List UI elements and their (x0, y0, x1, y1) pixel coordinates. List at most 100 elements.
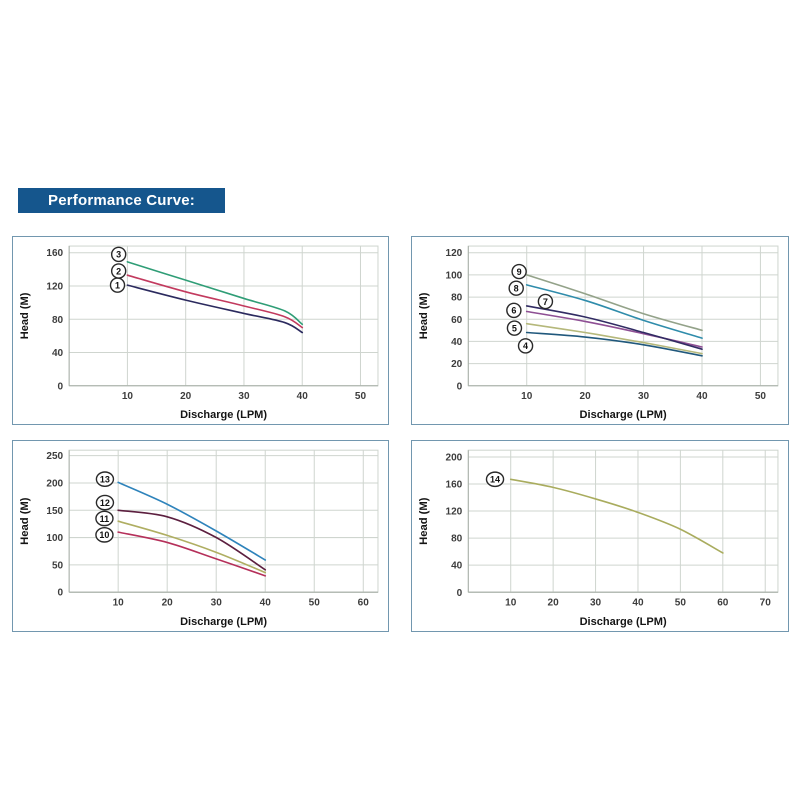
performance-chart-3: 10 20 30 40 50 60 0 50 100 150 200 250 Discharge (LP… (19, 449, 379, 628)
curve-label-number-5: 5 (512, 323, 517, 333)
curve-label-11: 11 (95, 510, 114, 527)
y-tick-label: 120 (46, 281, 63, 292)
x-tick-label: 30 (211, 597, 223, 608)
curve-2 (126, 274, 304, 329)
x-tick-label: 70 (760, 597, 772, 608)
x-tick-label: 10 (113, 597, 125, 608)
curve-9 (525, 274, 703, 332)
curve-label-number-13: 13 (100, 474, 110, 484)
y-tick-label: 100 (446, 270, 463, 281)
curve-label-circle-5 (506, 320, 523, 336)
x-tick-label: 40 (297, 391, 309, 402)
y-tick-label: 80 (52, 315, 64, 326)
curve-7 (525, 305, 703, 351)
curve-5 (525, 322, 703, 355)
x-tick-label: 20 (180, 391, 192, 402)
y-tick-label: 250 (46, 451, 63, 462)
page-title: Performance Curve: (18, 188, 225, 213)
y-tick-label: 0 (457, 588, 463, 599)
curve-11 (117, 520, 267, 574)
y-tick-label: 200 (46, 478, 63, 489)
curve-13 (117, 481, 267, 561)
x-tick-label: 50 (675, 597, 687, 608)
y-tick-label: 20 (451, 359, 463, 370)
plot-frame (68, 449, 379, 593)
curve-label-number-9: 9 (517, 267, 522, 277)
y-tick-label: 200 (445, 452, 462, 463)
curve-label-circle-11 (95, 510, 114, 527)
y-tick-label: 160 (46, 248, 63, 259)
curve-label-4: 4 (517, 338, 534, 354)
curve-label-number-10: 10 (99, 530, 109, 540)
x-axis-title: Discharge (LPM) (580, 616, 667, 628)
curve-14 (509, 478, 724, 554)
y-axis-title: Head (M) (418, 292, 430, 339)
chart-box-3: 10 20 30 40 50 60 0 50 100 150 200 250 Discharge (LP… (12, 440, 389, 632)
curve-8 (525, 284, 703, 339)
y-tick-label: 0 (58, 588, 64, 599)
x-tick-label: 20 (548, 597, 560, 608)
x-tick-label: 60 (358, 597, 370, 608)
y-axis-title: Head (M) (418, 497, 430, 545)
y-tick-label: 120 (446, 248, 463, 259)
plot-frame (467, 449, 779, 593)
y-tick-label: 0 (58, 381, 64, 392)
curve-label-number-6: 6 (511, 306, 516, 316)
curve-label-10: 10 (95, 526, 114, 543)
curve-label-circle-10 (95, 526, 114, 543)
curve-label-14: 14 (485, 471, 505, 488)
curve-label-circle-14 (485, 471, 505, 488)
y-tick-label: 100 (46, 533, 63, 544)
y-tick-label: 150 (46, 506, 63, 517)
curve-label-3: 3 (110, 246, 127, 263)
chart-box-1: 10 20 30 40 50 0 40 80 120 160 Discharge (LPM) Head… (12, 236, 389, 425)
curve-label-1: 1 (109, 277, 126, 293)
x-tick-label: 60 (717, 597, 729, 608)
curve-label-number-2: 2 (116, 266, 121, 276)
curve-label-circle-8 (508, 280, 524, 296)
curve-label-number-4: 4 (523, 341, 528, 351)
x-axis-title: Discharge (LPM) (180, 616, 267, 628)
y-tick-label: 0 (457, 381, 463, 392)
curve-label-number-12: 12 (100, 498, 110, 508)
curve-1 (126, 284, 304, 334)
curve-label-circle-2 (110, 263, 127, 279)
x-tick-label: 10 (122, 391, 134, 402)
chart-box-2: 10 20 30 40 50 0 20 40 60 80 100 120 Discharge (LPM)… (411, 236, 789, 425)
y-tick-label: 160 (445, 480, 462, 491)
curve-label-circle-7 (537, 293, 554, 310)
y-tick-label: 40 (52, 348, 64, 359)
curve-label-circle-6 (506, 302, 522, 319)
y-axis-title: Head (M) (19, 497, 31, 545)
performance-chart-4: 10 20 30 40 50 60 70 0 40 80 120 160 200 Discharge (L… (418, 449, 779, 628)
x-axis-title: Discharge (LPM) (180, 409, 267, 421)
x-tick-label: 40 (696, 391, 708, 402)
x-axis-title: Discharge (LPM) (580, 409, 667, 421)
x-tick-label: 30 (238, 391, 250, 402)
curve-label-circle-13 (95, 471, 115, 488)
curve-label-number-3: 3 (116, 250, 121, 260)
curve-label-12: 12 (95, 494, 115, 511)
y-tick-label: 120 (445, 507, 462, 518)
y-tick-label: 60 (451, 315, 463, 326)
performance-chart-2: 10 20 30 40 50 0 20 40 60 80 100 120 Discharge (LPM)… (418, 245, 779, 421)
x-tick-label: 20 (162, 597, 174, 608)
x-tick-label: 50 (309, 597, 321, 608)
curve-label-number-1: 1 (115, 280, 120, 290)
x-tick-label: 50 (355, 391, 367, 402)
curve-label-circle-12 (95, 494, 115, 511)
curve-label-5: 5 (506, 320, 523, 336)
curve-label-number-8: 8 (514, 284, 519, 294)
curve-3 (126, 261, 304, 326)
curve-label-8: 8 (508, 280, 524, 296)
curve-12 (117, 509, 267, 571)
curve-label-circle-4 (517, 338, 534, 354)
x-tick-label: 40 (632, 597, 644, 608)
curve-label-13: 13 (95, 471, 115, 488)
x-tick-label: 10 (521, 391, 533, 402)
y-tick-label: 80 (451, 534, 463, 545)
x-tick-label: 30 (638, 391, 650, 402)
curve-label-6: 6 (506, 302, 522, 319)
y-tick-label: 40 (451, 337, 463, 348)
curve-label-circle-3 (110, 246, 127, 263)
